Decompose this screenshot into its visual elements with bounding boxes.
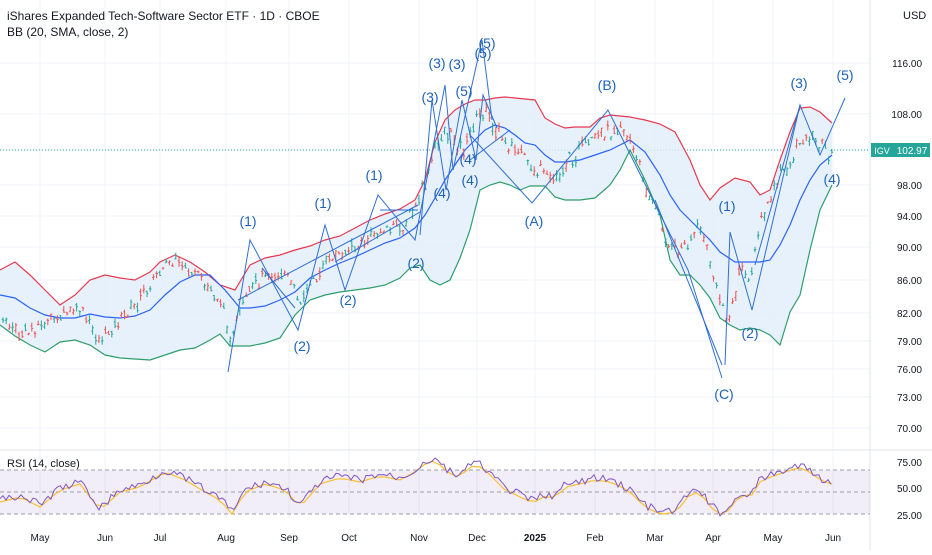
rsi-tick-label: 75.00	[897, 458, 922, 469]
price-tick-label: 86.00	[897, 276, 922, 287]
wave-label[interactable]: (4)	[461, 172, 478, 188]
upper-band-line	[0, 96, 833, 306]
time-tick-label: Apr	[705, 533, 721, 544]
elliott-wave-line[interactable]	[261, 267, 296, 309]
wave-label[interactable]: (3)	[421, 89, 438, 105]
elliott-wave-line[interactable]	[419, 93, 498, 236]
wave-label[interactable]: (1)	[314, 195, 331, 211]
time-tick-label: May	[764, 533, 783, 544]
wave-label[interactable]: (4)	[433, 185, 450, 201]
rsi-tick-label: 25.00	[897, 511, 922, 522]
price-tick-label: 76.00	[897, 365, 922, 376]
wave-label[interactable]: (2)	[339, 292, 356, 308]
elliott-wave-line[interactable]	[724, 97, 846, 366]
wave-label[interactable]: (5)	[836, 67, 853, 83]
wave-label[interactable]: (4)	[823, 171, 840, 187]
price-tick-label: 73.00	[897, 393, 922, 404]
wave-label[interactable]: (3)	[790, 75, 807, 91]
wave-label[interactable]: (1)	[239, 213, 256, 229]
wave-label[interactable]: (C)	[714, 386, 733, 402]
price-tick-label: 116.00	[892, 59, 922, 70]
time-tick-label: 2025	[524, 533, 547, 544]
elliott-wave-line[interactable]	[654, 199, 723, 366]
wave-label[interactable]: (B)	[598, 77, 617, 93]
wave-label[interactable]: (5)	[455, 83, 472, 99]
price-tick-label: 98.00	[897, 181, 922, 192]
ticker-tag-label: IGV	[874, 146, 890, 156]
last-price-tag[interactable]	[893, 143, 930, 157]
bollinger-legend[interactable]: BB (20, SMA, close, 2)	[7, 25, 129, 39]
wave-label[interactable]: (A)	[525, 213, 544, 229]
elliott-wave-line[interactable]	[469, 109, 723, 379]
rsi-line	[0, 457, 832, 517]
wave-label[interactable]: (2)	[407, 255, 424, 271]
last-price-label: 102.97	[897, 146, 928, 157]
price-tick-label: 94.00	[897, 212, 922, 223]
elliott-wave-line[interactable]	[469, 129, 511, 161]
elliott-wave-line[interactable]	[754, 104, 801, 266]
time-tick-label: Oct	[341, 533, 357, 544]
elliott-wave-line[interactable]	[227, 39, 493, 373]
chart-title: iShares Expanded Tech-Software Sector ET…	[7, 9, 320, 23]
wave-label[interactable]: (3)	[428, 55, 445, 71]
wave-label[interactable]: (2)	[741, 325, 758, 341]
time-tick-label: Dec	[468, 533, 486, 544]
lower-band-line	[0, 148, 833, 361]
currency-label[interactable]: USD	[903, 10, 927, 22]
wave-label[interactable]: (2)	[293, 338, 310, 354]
wave-label[interactable]: (5)	[478, 35, 495, 51]
elliott-wave-line[interactable]	[334, 211, 421, 263]
wave-label[interactable]: (1)	[718, 198, 735, 214]
basis-line	[0, 124, 833, 319]
time-tick-label: Jun	[97, 533, 113, 544]
time-tick-label: Sep	[280, 533, 298, 544]
price-tick-label: 90.00	[897, 243, 922, 254]
time-tick-label: Mar	[646, 533, 664, 544]
time-tick-label: Aug	[217, 533, 235, 544]
band-fill	[0, 97, 832, 360]
price-tick-label: 108.00	[891, 110, 922, 121]
elliott-wave-line[interactable]	[237, 204, 419, 301]
price-tick-label: 82.00	[897, 309, 922, 320]
rsi-legend[interactable]: RSI (14, close)	[7, 458, 80, 470]
time-tick-label: Feb	[586, 533, 604, 544]
price-tick-label: 79.00	[897, 337, 922, 348]
time-tick-label: Jul	[154, 533, 167, 544]
wave-label[interactable]: (3)	[448, 56, 465, 72]
time-tick-label: Jun	[825, 533, 841, 544]
time-tick-label: Nov	[410, 533, 428, 544]
time-tick-label: May	[31, 533, 50, 544]
ticker-tag[interactable]	[871, 143, 893, 157]
price-tick-label: 70.00	[897, 424, 922, 435]
wave-label[interactable]: (4)	[459, 151, 476, 167]
wave-label[interactable]: (1)	[365, 167, 382, 183]
rsi-tick-label: 50.00	[897, 484, 922, 495]
wave-label[interactable]: (5)	[474, 45, 491, 61]
